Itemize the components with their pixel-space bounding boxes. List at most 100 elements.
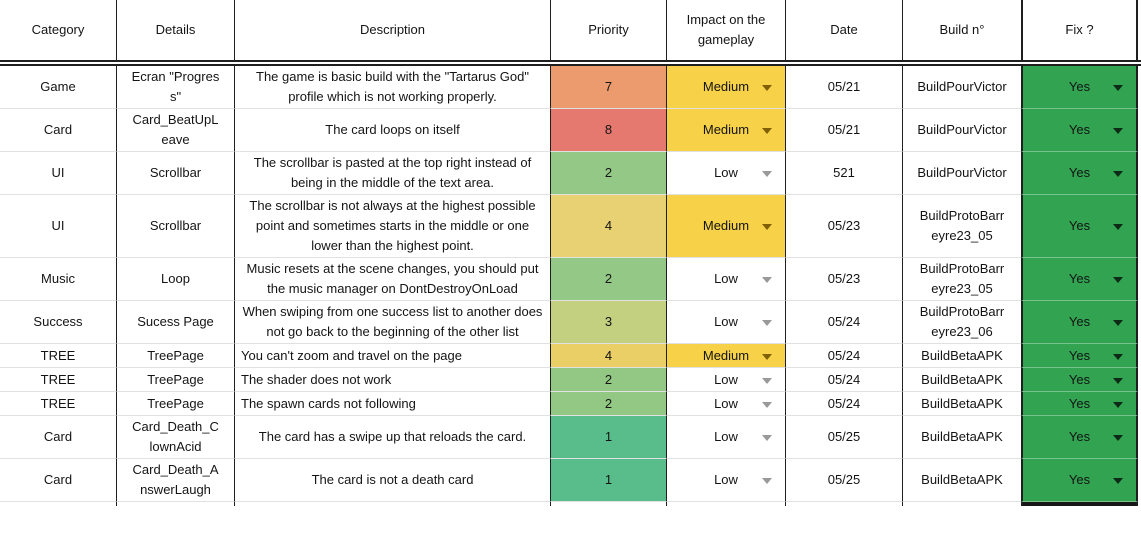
- description-cell[interactable]: The card is not a death card: [235, 459, 551, 502]
- details-cell[interactable]: TreePage: [117, 368, 235, 392]
- dropdown-arrow-icon[interactable]: [1113, 85, 1123, 91]
- dropdown-arrow-icon[interactable]: [1113, 435, 1123, 441]
- build-cell[interactable]: BuildBetaAPK: [903, 459, 1021, 502]
- description-cell[interactable]: The scrollbar is pasted at the top right…: [235, 152, 551, 195]
- build-cell[interactable]: BuildBetaAPK: [903, 416, 1021, 459]
- priority-cell[interactable]: 2: [551, 152, 667, 195]
- date-cell[interactable]: 05/23: [786, 195, 903, 258]
- impact-dropdown-cell[interactable]: Low: [667, 301, 786, 344]
- category-cell[interactable]: Card: [0, 109, 117, 152]
- details-cell[interactable]: Ecran "Progress": [117, 66, 235, 109]
- dropdown-arrow-icon[interactable]: [762, 478, 772, 484]
- header-build[interactable]: Build n°: [903, 0, 1021, 60]
- dropdown-arrow-icon[interactable]: [762, 353, 772, 360]
- category-cell[interactable]: Music: [0, 258, 117, 301]
- impact-dropdown-cell[interactable]: Low: [667, 152, 786, 195]
- header-date[interactable]: Date: [786, 0, 903, 60]
- dropdown-arrow-icon[interactable]: [762, 320, 772, 326]
- dropdown-arrow-icon[interactable]: [762, 171, 772, 177]
- impact-dropdown-cell[interactable]: Medium: [667, 109, 786, 152]
- priority-cell[interactable]: 4: [551, 344, 667, 368]
- details-cell[interactable]: TreePage: [117, 344, 235, 368]
- date-cell[interactable]: 05/24: [786, 344, 903, 368]
- description-cell[interactable]: Music resets at the scene changes, you s…: [235, 258, 551, 301]
- details-cell[interactable]: Card_BeatUpLeave: [117, 109, 235, 152]
- details-cell[interactable]: Card_Death_AnswerLaugh: [117, 459, 235, 502]
- description-cell[interactable]: The scrollbar is not always at the highe…: [235, 195, 551, 258]
- date-cell[interactable]: 05/21: [786, 66, 903, 109]
- dropdown-arrow-icon[interactable]: [1113, 401, 1123, 408]
- header-description[interactable]: Description: [235, 0, 551, 60]
- priority-cell[interactable]: 3: [551, 301, 667, 344]
- category-cell[interactable]: TREE: [0, 392, 117, 416]
- category-cell[interactable]: TREE: [0, 344, 117, 368]
- description-cell[interactable]: You can't zoom and travel on the page: [235, 344, 551, 368]
- build-cell[interactable]: BuildPourVictor: [903, 152, 1021, 195]
- date-cell[interactable]: 05/24: [786, 301, 903, 344]
- impact-dropdown-cell[interactable]: Low: [667, 459, 786, 502]
- priority-cell[interactable]: 4: [551, 195, 667, 258]
- priority-cell[interactable]: 2: [551, 392, 667, 416]
- dropdown-arrow-icon[interactable]: [1113, 128, 1123, 134]
- fix-dropdown-cell[interactable]: Yes: [1021, 368, 1138, 392]
- description-cell[interactable]: The game is basic build with the "Tartar…: [235, 66, 551, 109]
- fix-dropdown-cell[interactable]: Yes: [1021, 66, 1138, 109]
- details-cell[interactable]: Loop: [117, 258, 235, 301]
- category-cell[interactable]: TREE: [0, 368, 117, 392]
- header-details[interactable]: Details: [117, 0, 235, 60]
- fix-dropdown-cell[interactable]: Yes: [1021, 195, 1138, 258]
- header-fix[interactable]: Fix ?: [1021, 0, 1138, 60]
- build-cell[interactable]: BuildPourVictor: [903, 109, 1021, 152]
- build-cell[interactable]: BuildBetaAPK: [903, 368, 1021, 392]
- dropdown-arrow-icon[interactable]: [1113, 353, 1123, 360]
- dropdown-arrow-icon[interactable]: [1113, 478, 1123, 484]
- dropdown-arrow-icon[interactable]: [762, 277, 772, 283]
- priority-cell[interactable]: 8: [551, 109, 667, 152]
- header-impact[interactable]: Impact on the gameplay: [667, 0, 786, 60]
- description-cell[interactable]: The shader does not work: [235, 368, 551, 392]
- impact-dropdown-cell[interactable]: Medium: [667, 195, 786, 258]
- category-cell[interactable]: Card: [0, 459, 117, 502]
- dropdown-arrow-icon[interactable]: [762, 435, 772, 441]
- details-cell[interactable]: Card_Death_ClownAcid: [117, 416, 235, 459]
- fix-dropdown-cell[interactable]: Yes: [1021, 416, 1138, 459]
- build-cell[interactable]: BuildProtoBarreyre23_05: [903, 258, 1021, 301]
- dropdown-arrow-icon[interactable]: [762, 377, 772, 384]
- header-category[interactable]: Category: [0, 0, 117, 60]
- category-cell[interactable]: Game: [0, 66, 117, 109]
- details-cell[interactable]: TreePage: [117, 392, 235, 416]
- description-cell[interactable]: When swiping from one success list to an…: [235, 301, 551, 344]
- build-cell[interactable]: BuildBetaAPK: [903, 392, 1021, 416]
- date-cell[interactable]: 521: [786, 152, 903, 195]
- description-cell[interactable]: The spawn cards not following: [235, 392, 551, 416]
- dropdown-arrow-icon[interactable]: [762, 401, 772, 408]
- build-cell[interactable]: BuildProtoBarreyre23_06: [903, 301, 1021, 344]
- priority-cell[interactable]: 2: [551, 368, 667, 392]
- priority-cell[interactable]: 2: [551, 258, 667, 301]
- date-cell[interactable]: 05/21: [786, 109, 903, 152]
- impact-dropdown-cell[interactable]: Low: [667, 392, 786, 416]
- date-cell[interactable]: 05/24: [786, 368, 903, 392]
- fix-dropdown-cell[interactable]: Yes: [1021, 301, 1138, 344]
- build-cell[interactable]: BuildBetaAPK: [903, 344, 1021, 368]
- fix-dropdown-cell[interactable]: Yes: [1021, 152, 1138, 195]
- fix-dropdown-cell[interactable]: Yes: [1021, 459, 1138, 502]
- impact-dropdown-cell[interactable]: Low: [667, 368, 786, 392]
- details-cell[interactable]: Sucess Page: [117, 301, 235, 344]
- dropdown-arrow-icon[interactable]: [762, 85, 772, 91]
- category-cell[interactable]: Success: [0, 301, 117, 344]
- category-cell[interactable]: UI: [0, 195, 117, 258]
- dropdown-arrow-icon[interactable]: [1113, 320, 1123, 326]
- build-cell[interactable]: BuildProtoBarreyre23_05: [903, 195, 1021, 258]
- details-cell[interactable]: Scrollbar: [117, 152, 235, 195]
- dropdown-arrow-icon[interactable]: [1113, 171, 1123, 177]
- dropdown-arrow-icon[interactable]: [762, 128, 772, 134]
- build-cell[interactable]: BuildPourVictor: [903, 66, 1021, 109]
- fix-dropdown-cell[interactable]: Yes: [1021, 258, 1138, 301]
- date-cell[interactable]: 05/25: [786, 416, 903, 459]
- priority-cell[interactable]: 1: [551, 416, 667, 459]
- impact-dropdown-cell[interactable]: Low: [667, 416, 786, 459]
- date-cell[interactable]: 05/24: [786, 392, 903, 416]
- impact-dropdown-cell[interactable]: Medium: [667, 66, 786, 109]
- impact-dropdown-cell[interactable]: Low: [667, 258, 786, 301]
